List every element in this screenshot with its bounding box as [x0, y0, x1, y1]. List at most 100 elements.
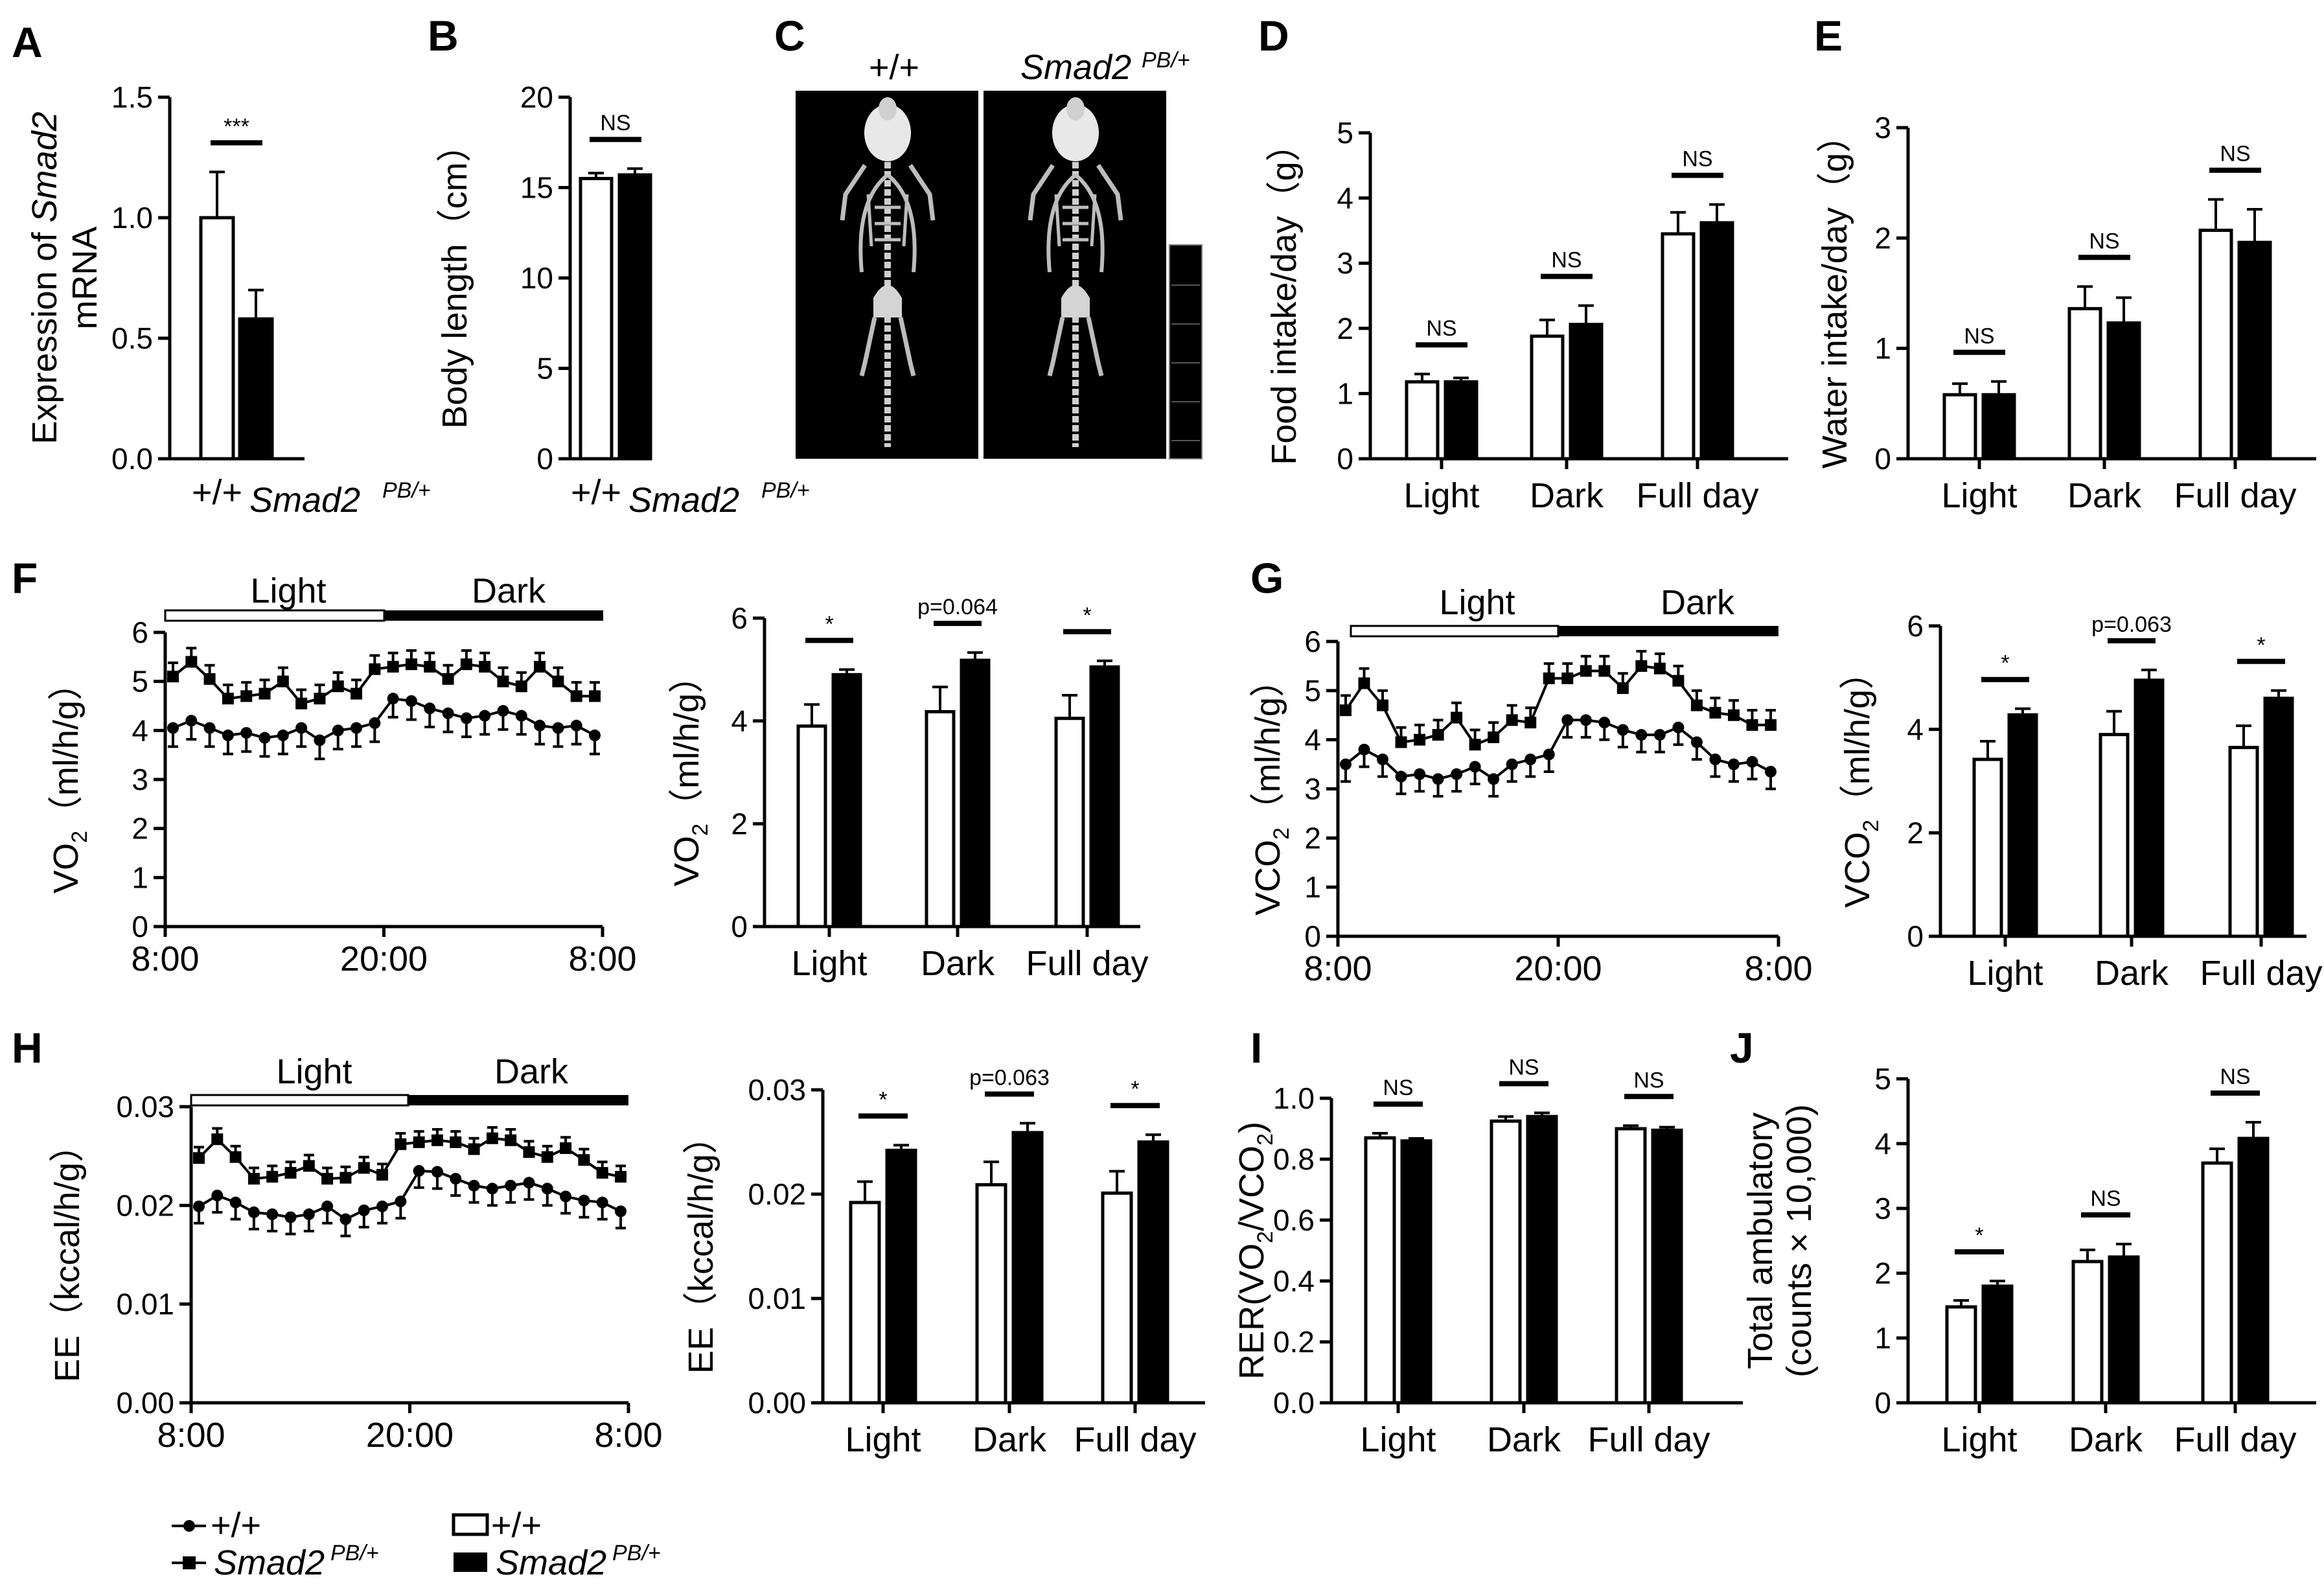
y-tick-label: 0.6 [1273, 1203, 1315, 1237]
data-point-wt [1580, 714, 1592, 726]
data-point-wt [1598, 717, 1611, 729]
data-point-mutant [1469, 739, 1481, 751]
y-tick-label: 0 [1304, 919, 1321, 953]
bar-wt [1972, 757, 2003, 938]
chart-e: 0 1 2 3 NS Light NS Dark NS Full day Water intake/… [1815, 111, 2316, 515]
data-point-mutant [1672, 675, 1685, 687]
panel-label-h: H [12, 1024, 43, 1072]
x-tick-label: 8:00 [1304, 949, 1372, 988]
data-point-mutant [486, 1132, 498, 1144]
data-point-mutant [1340, 704, 1352, 717]
bar-wt [1942, 393, 1977, 461]
x-category-superscript: PB/+ [761, 478, 810, 503]
bar-wt [2099, 733, 2130, 938]
y-tick-label: 5 [1874, 1062, 1891, 1096]
significance-label: NS [600, 111, 630, 135]
panel-label-f: F [12, 554, 38, 602]
data-point-wt [468, 1179, 480, 1192]
bar-mutant [1981, 1284, 2014, 1405]
y-axis-label: Body length（cm） [435, 127, 474, 428]
x-tick-label: 8:00 [568, 940, 636, 978]
chart-b: 0 5 10 15 20 NS +/+ Smad2 PB/+ Body length（cm） [435, 80, 810, 520]
significance-label: * [825, 612, 833, 636]
bar-wt [1054, 717, 1085, 929]
y-tick-label: 0.2 [1273, 1325, 1315, 1359]
significance-label: NS [2220, 142, 2250, 167]
y-tick-label: 4 [132, 713, 148, 747]
chart-j: 0 1 2 3 4 5 * Light NS Dark NS Full day Total ambula… [1741, 1062, 2316, 1459]
y-tick-label: 4 [731, 704, 748, 738]
data-point-wt [351, 722, 363, 734]
data-point-wt [167, 722, 179, 734]
bar-mutant [1011, 1131, 1044, 1405]
y-tick-label: 1 [132, 860, 148, 894]
data-point-wt [1653, 729, 1666, 741]
x-category-label: +/+ [192, 473, 242, 512]
data-point-mutant [229, 1151, 242, 1163]
y-axis-label: VCO2（ml/h/g） [1248, 662, 1294, 916]
x-category-label: Dark [2095, 954, 2169, 993]
data-point-wt [1543, 748, 1555, 761]
y-tick-label: 0.4 [1273, 1264, 1315, 1298]
data-point-mutant [1598, 665, 1611, 677]
data-point-wt [505, 1179, 517, 1192]
x-category-label: Full day [2200, 954, 2322, 993]
data-point-mutant [1746, 719, 1758, 731]
y-tick-label: 0 [1337, 442, 1353, 476]
ct-scale-ticks [1171, 284, 1200, 441]
data-point-mutant [578, 1154, 590, 1166]
data-point-mutant [369, 663, 381, 675]
panel-label-a: A [12, 18, 43, 66]
y-tick-label: 0 [1874, 442, 1891, 476]
data-point-mutant [277, 675, 289, 687]
y-tick-label: 5 [132, 665, 148, 698]
data-point-wt [479, 709, 491, 722]
significance-label: * [1131, 1077, 1139, 1102]
significance-label: NS [2090, 1186, 2121, 1211]
x-category-label: Dark [2069, 1420, 2143, 1459]
y-axis-label: RER(VO2/VCO2) [1232, 1122, 1278, 1379]
y-tick-label: 0.03 [116, 1090, 174, 1124]
bar-mutant [2108, 1255, 2140, 1405]
bar-mutant [2106, 321, 2141, 461]
bar-mutant [2134, 678, 2165, 938]
x-category-label: Light [1941, 476, 2017, 515]
data-point-wt [424, 702, 436, 715]
bar-mutant [2263, 697, 2294, 938]
data-point-mutant [1395, 736, 1407, 748]
phase-bar-light [1350, 625, 1559, 638]
significance-label: * [1975, 1223, 1983, 1248]
data-point-mutant [1377, 699, 1389, 711]
legend-marker-circle [183, 1520, 195, 1532]
data-point-wt [589, 729, 601, 741]
data-point-wt [1746, 756, 1758, 768]
panel-label-i: I [1250, 1024, 1262, 1072]
data-point-wt [247, 1206, 260, 1218]
y-tick-label: 0 [536, 442, 553, 476]
data-point-mutant [203, 673, 216, 685]
x-category-label: +/+ [571, 473, 621, 512]
data-point-wt [541, 1182, 553, 1195]
bar-wt [1405, 380, 1440, 461]
phase-bar-light [164, 609, 385, 622]
y-tick-label: 1 [1874, 1321, 1891, 1355]
data-point-mutant [515, 680, 527, 693]
y-tick-label: 1 [1337, 376, 1353, 410]
data-point-mutant [266, 1171, 279, 1183]
data-point-wt [450, 1173, 462, 1185]
bar-wt [925, 709, 956, 929]
data-point-wt [1506, 758, 1518, 770]
data-point-mutant [167, 671, 179, 683]
y-tick-label: 2 [1337, 312, 1353, 345]
y-tick-label: 4 [1874, 1127, 1891, 1160]
bar-wt [1530, 334, 1565, 461]
data-point-wt [1395, 770, 1407, 783]
data-point-mutant [505, 1134, 517, 1146]
ct-label-mut-superscript: PB/+ [1142, 48, 1190, 73]
significance-label: p=0.063 [2091, 612, 2172, 637]
skeleton-mutant [1028, 97, 1123, 447]
data-point-wt [185, 715, 198, 727]
chart-g2: 0 2 4 6 * Light p=0.063 Dark * Full day VCO2（ml/h/… [1838, 609, 2323, 993]
x-category-label: Dark [1530, 476, 1604, 515]
series-line-wt [1344, 719, 1771, 781]
